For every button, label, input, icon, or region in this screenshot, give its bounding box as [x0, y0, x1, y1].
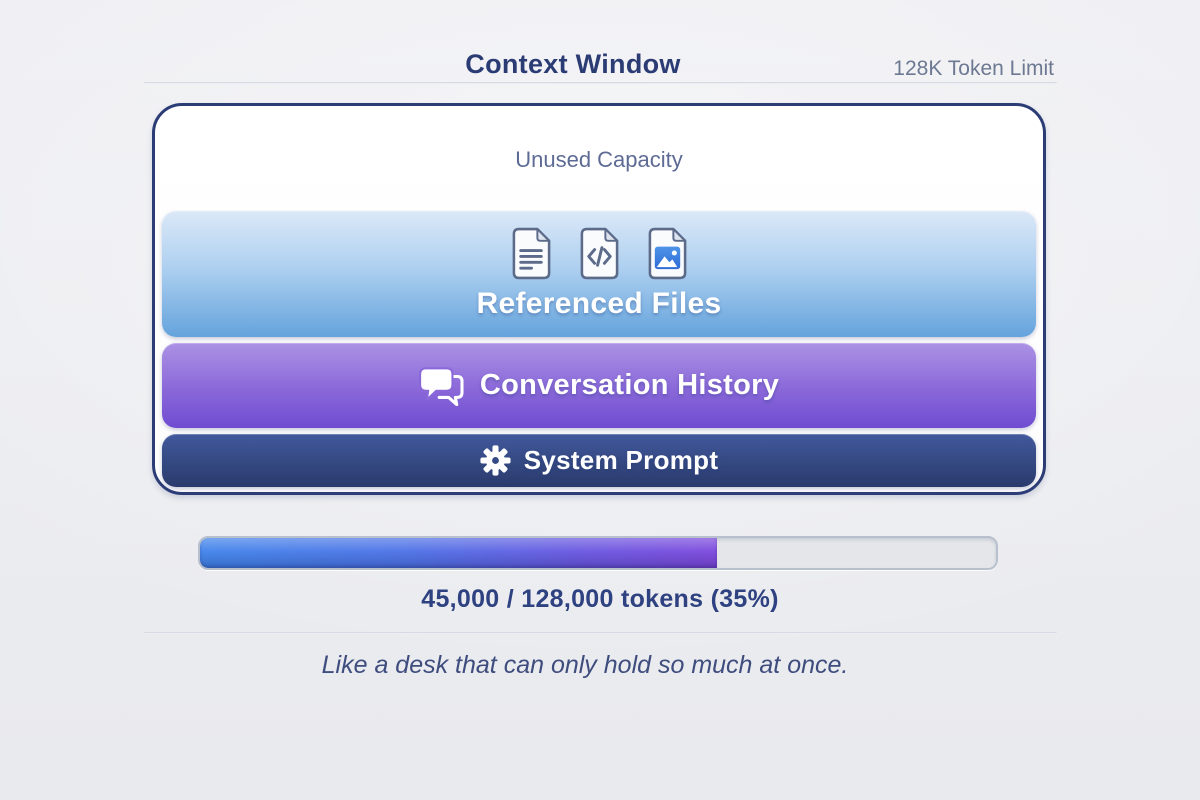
referenced-files-band: Referenced Files [162, 211, 1036, 337]
chat-bubbles-icon [418, 366, 465, 406]
file-icons-row [510, 227, 689, 280]
unused-capacity-label: Unused Capacity [515, 147, 683, 172]
usage-label: 45,000 / 128,000 tokens (35%) [421, 585, 779, 613]
page-title: Context Window [465, 49, 681, 79]
usage-bar-fill [200, 538, 718, 568]
token-usage-bar [198, 536, 998, 570]
gear-icon [480, 445, 511, 476]
footer-divider [144, 632, 1057, 634]
conversation-history-band: Conversation History [162, 343, 1036, 428]
band-stack: Referenced Files Conversation History [162, 211, 1036, 487]
document-file-icon [510, 227, 553, 280]
caption: Like a desk that can only hold so much a… [321, 651, 849, 679]
context-window-box: Unused Capacity [152, 103, 1046, 495]
token-limit-label: 128K Token Limit [893, 57, 1054, 80]
conversation-history-label: Conversation History [479, 369, 780, 401]
referenced-files-label: Referenced Files [476, 287, 722, 320]
system-prompt-band: System Prompt [162, 434, 1036, 487]
image-file-icon [646, 227, 689, 280]
system-prompt-label: System Prompt [523, 445, 719, 475]
header-divider [144, 82, 1057, 84]
code-file-icon [578, 227, 621, 280]
